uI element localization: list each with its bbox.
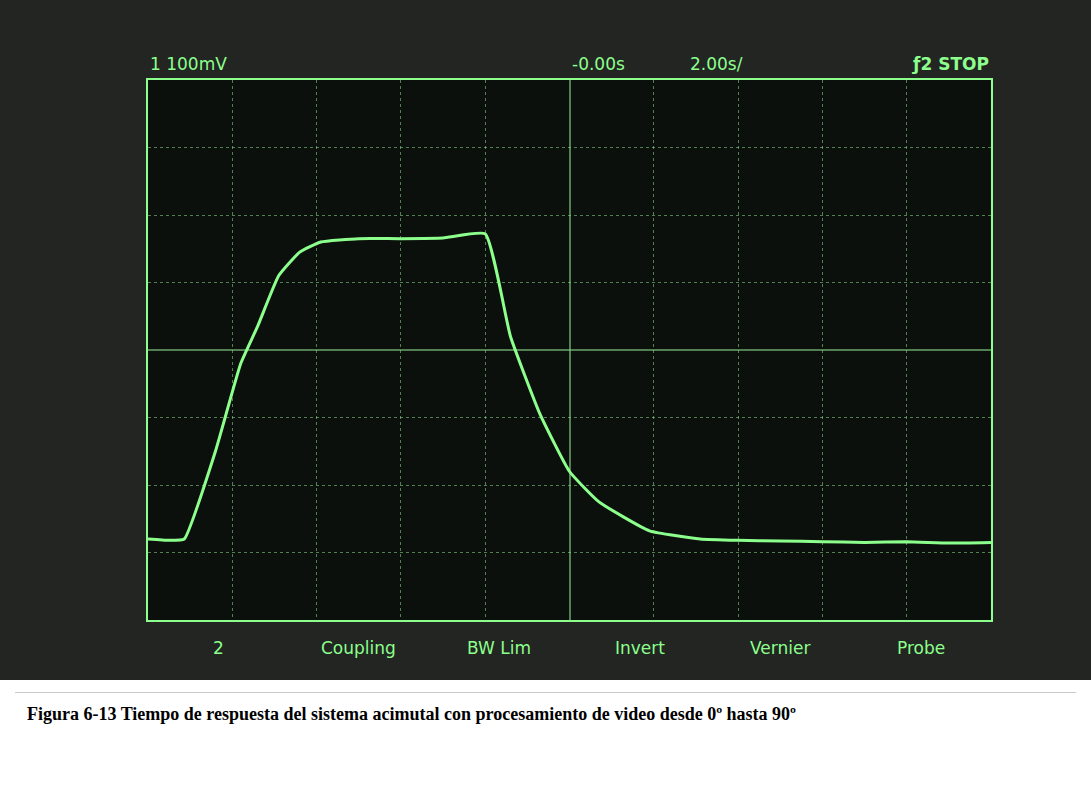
svg-text:Vernier: Vernier xyxy=(750,638,810,658)
svg-text:2.00s/: 2.00s/ xyxy=(690,54,743,74)
svg-text:ƒ2 STOP: ƒ2 STOP xyxy=(912,54,989,74)
html-text:Figura 6-13 Tiempo de respuest: Figura 6-13 Tiempo de respuesta del sist… xyxy=(27,704,796,724)
svg-text:Coupling: Coupling xyxy=(321,638,396,658)
svg-text:2: 2 xyxy=(213,638,224,658)
svg-text:Invert: Invert xyxy=(615,638,665,658)
svg-text:BW Lim: BW Lim xyxy=(467,638,531,658)
svg-text:-0.00s: -0.00s xyxy=(572,54,625,74)
svg-text:Probe: Probe xyxy=(897,638,945,658)
svg-text:1 100mV: 1 100mV xyxy=(150,54,227,74)
